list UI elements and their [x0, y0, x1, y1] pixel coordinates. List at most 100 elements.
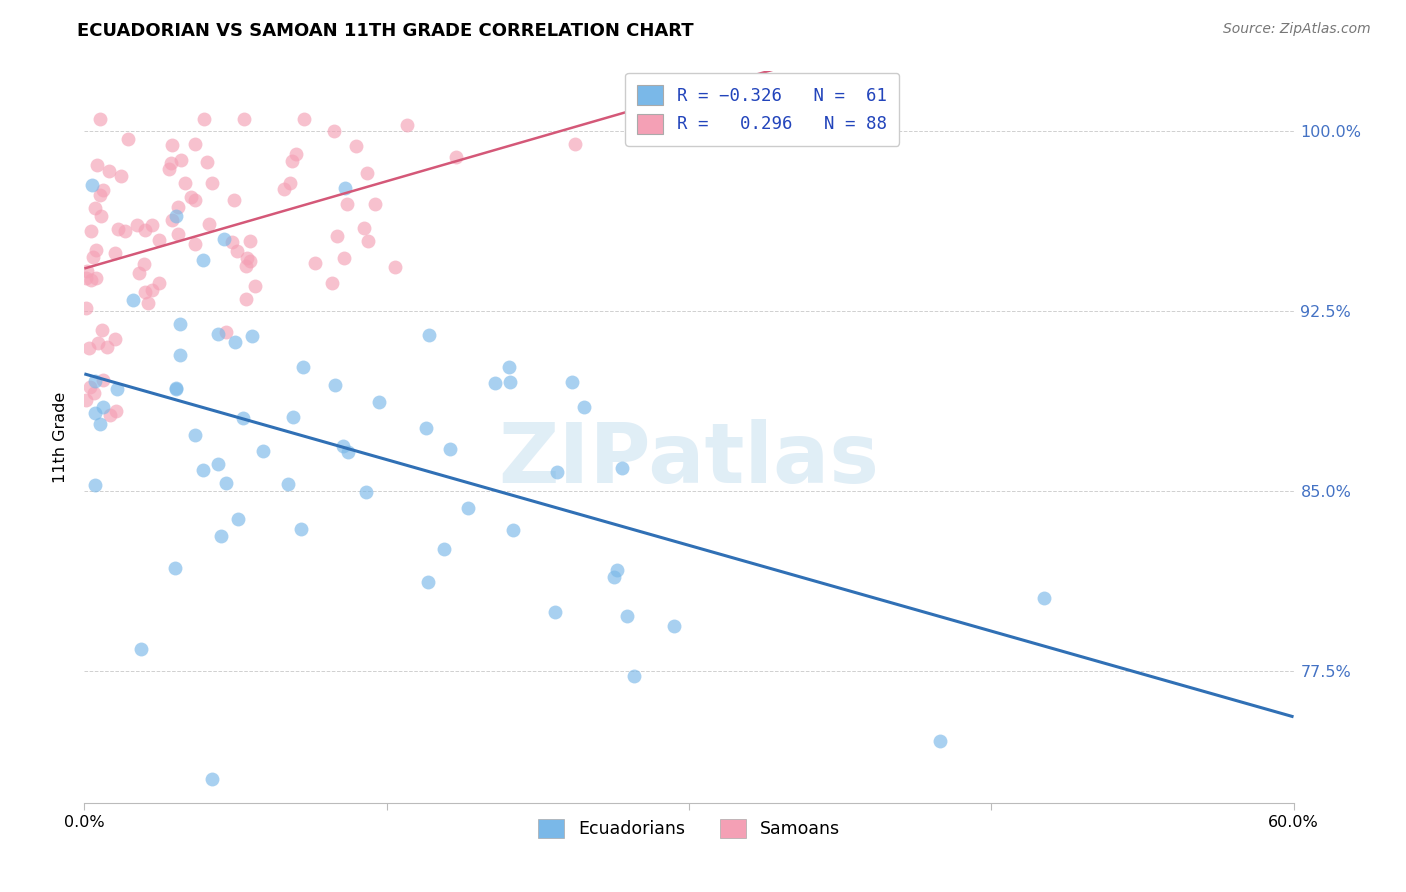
- Point: [167, 227, 190, 242]
- Point: [353, 220, 375, 235]
- Point: [79, 379, 101, 393]
- Point: [384, 260, 406, 274]
- Point: [356, 166, 378, 180]
- Point: [128, 266, 150, 280]
- Point: [193, 112, 215, 127]
- Point: [104, 332, 127, 346]
- Point: [84, 271, 107, 285]
- Point: [395, 118, 418, 132]
- Point: [273, 182, 295, 196]
- Point: [79, 223, 101, 237]
- Point: [357, 234, 380, 248]
- Point: [574, 400, 596, 414]
- Point: [662, 619, 685, 633]
- Point: [104, 245, 127, 260]
- Point: [91, 324, 114, 338]
- Point: [502, 524, 524, 538]
- Point: [215, 475, 238, 490]
- Point: [610, 461, 633, 475]
- Point: [80, 178, 103, 193]
- Point: [89, 188, 111, 202]
- Point: [104, 404, 127, 418]
- Point: [239, 253, 262, 268]
- Point: [129, 642, 152, 657]
- Point: [232, 410, 254, 425]
- Point: [125, 218, 148, 232]
- Point: [323, 377, 346, 392]
- Point: [107, 222, 129, 236]
- Point: [546, 465, 568, 479]
- Point: [235, 292, 257, 306]
- Point: [184, 136, 207, 151]
- Point: [165, 381, 187, 395]
- Point: [240, 328, 263, 343]
- Point: [105, 382, 128, 396]
- Point: [193, 253, 215, 268]
- Point: [564, 136, 586, 151]
- Point: [207, 457, 229, 471]
- Point: [170, 153, 193, 168]
- Point: [235, 251, 257, 265]
- Point: [160, 213, 183, 227]
- Point: [122, 293, 145, 307]
- Point: [356, 484, 378, 499]
- Point: [184, 193, 207, 207]
- Point: [169, 348, 191, 362]
- Point: [226, 512, 249, 526]
- Point: [363, 197, 385, 211]
- Point: [323, 124, 346, 138]
- Point: [84, 243, 107, 257]
- Point: [214, 232, 236, 246]
- Point: [326, 228, 349, 243]
- Point: [444, 150, 467, 164]
- Point: [83, 385, 105, 400]
- Point: [167, 200, 190, 214]
- Point: [336, 196, 359, 211]
- Point: [82, 250, 104, 264]
- Point: [160, 156, 183, 170]
- Point: [90, 209, 112, 223]
- Point: [252, 444, 274, 458]
- Point: [184, 428, 207, 442]
- Point: [84, 374, 107, 388]
- Point: [616, 608, 638, 623]
- Point: [239, 234, 262, 248]
- Point: [221, 235, 243, 250]
- Point: [195, 154, 218, 169]
- Point: [148, 233, 170, 247]
- Point: [84, 202, 107, 216]
- Point: [1032, 591, 1054, 605]
- Point: [76, 264, 98, 278]
- Point: [367, 395, 389, 409]
- Point: [277, 476, 299, 491]
- Point: [91, 183, 114, 197]
- Point: [117, 132, 139, 146]
- Point: [134, 285, 156, 299]
- Point: [291, 359, 314, 374]
- Point: [215, 325, 238, 339]
- Point: [233, 112, 256, 127]
- Point: [165, 209, 187, 223]
- Y-axis label: 11th Grade: 11th Grade: [53, 392, 69, 483]
- Point: [284, 147, 307, 161]
- Point: [321, 276, 343, 290]
- Point: [336, 445, 359, 459]
- Point: [84, 478, 107, 492]
- Point: [457, 501, 479, 516]
- Point: [75, 301, 97, 315]
- Point: [278, 176, 301, 190]
- Point: [201, 177, 224, 191]
- Point: [79, 341, 101, 355]
- Point: [114, 224, 136, 238]
- Point: [96, 340, 118, 354]
- Point: [160, 137, 183, 152]
- Point: [136, 295, 159, 310]
- Point: [344, 138, 367, 153]
- Point: [207, 327, 229, 342]
- Point: [201, 772, 224, 786]
- Text: Source: ZipAtlas.com: Source: ZipAtlas.com: [1223, 22, 1371, 37]
- Point: [165, 382, 187, 396]
- Point: [235, 259, 257, 273]
- Point: [84, 406, 107, 420]
- Point: [141, 218, 163, 232]
